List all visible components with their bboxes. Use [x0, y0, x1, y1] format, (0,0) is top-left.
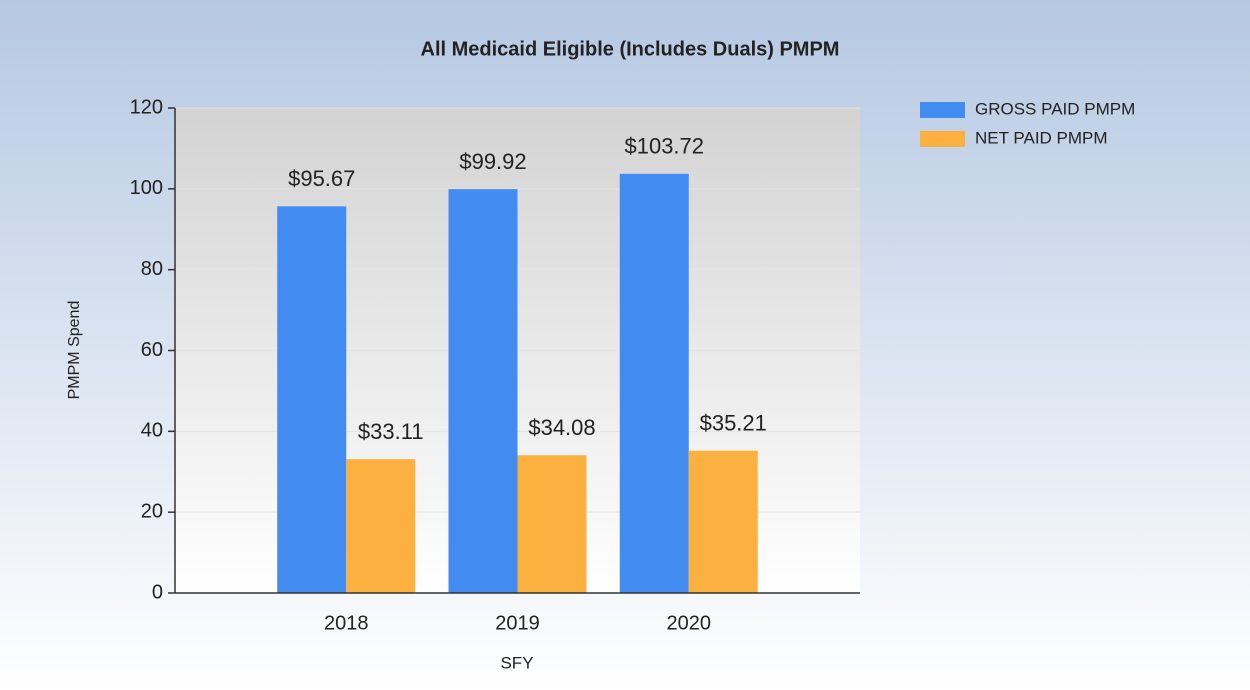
x-tick-label: 2018 [324, 612, 369, 634]
bar [277, 206, 347, 594]
x-tick-label: 2019 [495, 612, 540, 634]
data-label: $95.67 [288, 166, 355, 191]
y-axis-label: PMPM Spend [66, 301, 83, 400]
bar [346, 459, 416, 593]
bar [448, 189, 518, 593]
y-tick-label: 120 [130, 96, 163, 118]
data-label: $35.21 [700, 411, 767, 436]
y-tick-label: 0 [152, 581, 163, 603]
data-label: $99.92 [459, 149, 526, 174]
y-tick-label: 100 [130, 177, 163, 199]
y-tick-label: 20 [141, 500, 163, 522]
chart-title: All Medicaid Eligible (Includes Duals) P… [421, 38, 840, 60]
legend-swatch [920, 131, 965, 147]
legend-label: GROSS PAID PMPM [975, 99, 1135, 118]
data-label: $33.11 [358, 419, 424, 444]
bar [619, 173, 689, 593]
y-tick-label: 40 [141, 420, 163, 442]
data-label: $103.72 [624, 134, 704, 159]
y-tick-label: 80 [141, 258, 163, 280]
legend-label: NET PAID PMPM [975, 128, 1108, 147]
legend: GROSS PAID PMPM NET PAID PMPM [920, 99, 1135, 147]
legend-swatch [920, 102, 965, 118]
bar [688, 450, 758, 593]
bar [517, 455, 587, 593]
x-axis-label: SFY [500, 653, 533, 672]
data-label: $34.08 [528, 415, 595, 440]
labels: 2018 $95.67 $33.11 2019 $99.92 $34.08 2020 $103… [288, 134, 767, 635]
x-tick-label: 2020 [667, 612, 712, 634]
bars [277, 173, 758, 594]
y-tick-label: 60 [141, 339, 163, 361]
